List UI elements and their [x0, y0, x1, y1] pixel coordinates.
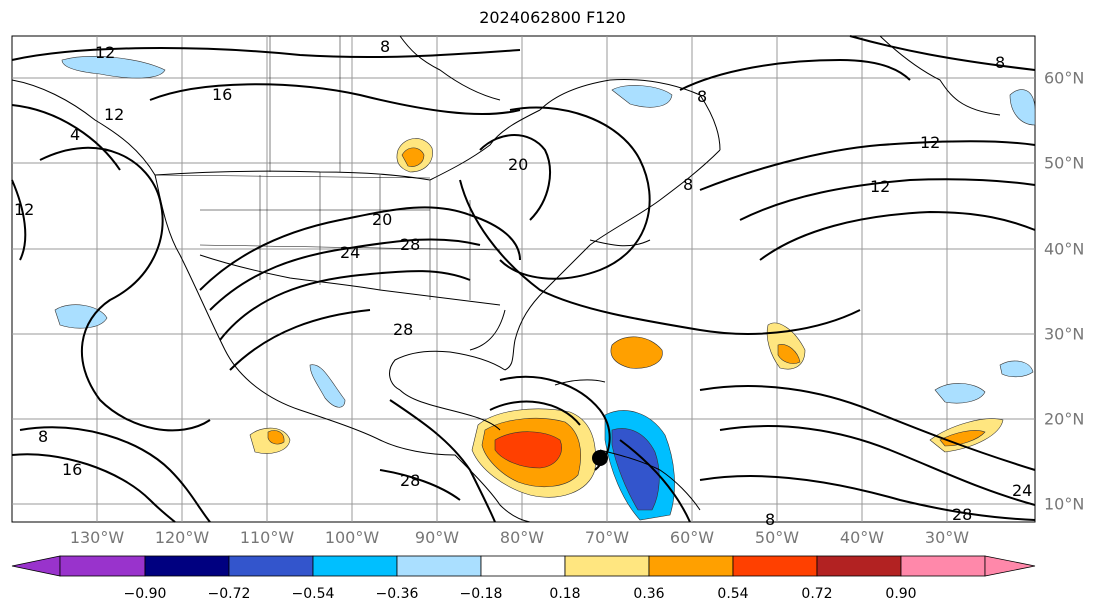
- colorbar-bin: [59, 555, 146, 577]
- contour-label: 8: [765, 510, 775, 529]
- positive-anomaly-atlantic: [610, 336, 663, 369]
- longitude-label: 120°W: [154, 528, 210, 547]
- contour-label: 16: [212, 85, 232, 104]
- negative-anomaly-greenland-sea: [1009, 89, 1036, 126]
- negative-anomaly-north-pacific: [61, 56, 166, 79]
- colorbar-bin: [648, 555, 734, 577]
- storm-center-marker: [592, 450, 608, 466]
- contour-label: 8: [995, 53, 1005, 72]
- longitude-label: 30°W: [924, 528, 970, 547]
- colorbar-tick: 0.72: [801, 586, 833, 602]
- longitude-label: 90°W: [414, 528, 460, 547]
- longitude-label: 130°W: [69, 528, 125, 547]
- colorbar-bin: [816, 555, 902, 577]
- coastlines: [11, 35, 1001, 523]
- negative-anomaly-hudson: [611, 85, 673, 108]
- contour-label: 16: [62, 460, 82, 479]
- contour-label-group: 12 8 16 12 4 12 20 20 24 28 28 8 12 12 8…: [14, 37, 1032, 529]
- latitude-label: 10°N: [1044, 494, 1085, 514]
- graticule: [12, 36, 1035, 522]
- contour-label: 20: [372, 210, 392, 229]
- colorbar-bin: [228, 555, 314, 577]
- latitude-label: 50°N: [1044, 153, 1085, 173]
- contour-label: 12: [870, 177, 890, 196]
- longitude-label: 60°W: [669, 528, 715, 547]
- contour-label: 12: [14, 200, 34, 219]
- longitude-label: 80°W: [499, 528, 545, 547]
- positive-anomaly-caribbean-core: [494, 431, 562, 469]
- contour-label: 8: [380, 37, 390, 56]
- contour-label: 28: [400, 235, 420, 254]
- colorbar-tick: 0.54: [717, 586, 749, 602]
- contour-lines: [11, 35, 1036, 523]
- colorbar-bin: [564, 555, 650, 577]
- contour-label: 8: [683, 175, 693, 194]
- colorbar-bin: [396, 555, 482, 577]
- longitude-label: 110°W: [239, 528, 295, 547]
- colorbar: [11, 555, 1036, 577]
- colorbar-bin: [900, 555, 986, 577]
- shaded-regions: [54, 56, 1036, 521]
- negative-anomaly-east-atlantic: [934, 383, 986, 404]
- colorbar-tick: −0.54: [291, 586, 335, 602]
- negative-anomaly-north-pacific-west: [54, 304, 108, 329]
- contour-label: 12: [95, 43, 115, 62]
- contour-label: 12: [920, 133, 940, 152]
- colorbar-tick: −0.18: [459, 586, 503, 602]
- positive-anomaly-mid-atlantic-inner: [777, 344, 801, 364]
- colorbar-tick: 0.90: [885, 586, 917, 602]
- contour-label: 4: [70, 125, 80, 144]
- colorbar-under-arrow: [11, 555, 61, 577]
- latitude-label: 30°N: [1044, 324, 1085, 344]
- contour-label: 8: [38, 427, 48, 446]
- longitude-label: 100°W: [324, 528, 380, 547]
- latitude-label: 60°N: [1044, 68, 1085, 88]
- contour-label: 24: [340, 243, 360, 262]
- contour-label: 28: [393, 320, 413, 339]
- longitude-label: 50°W: [754, 528, 800, 547]
- negative-anomaly-far-east-atlantic: [999, 360, 1034, 378]
- contour-label: 20: [508, 155, 528, 174]
- positive-anomaly-canada-inner: [401, 147, 425, 167]
- colorbar-bin: [732, 555, 818, 577]
- contour-label: 28: [400, 471, 420, 490]
- latitude-label: 40°N: [1044, 239, 1085, 259]
- contour-label: 28: [952, 505, 972, 524]
- colorbar-bin: [480, 555, 566, 577]
- colorbar-tick: 0.36: [633, 586, 665, 602]
- longitude-label: 40°W: [839, 528, 885, 547]
- negative-anomaly-caribbean-inner: [611, 428, 660, 511]
- colorbar-over-arrow: [984, 555, 1036, 577]
- latitude-label: 20°N: [1044, 409, 1085, 429]
- contour-label: 8: [697, 87, 707, 106]
- map-title: 2024062800 F120: [479, 8, 626, 27]
- colorbar-tick: −0.72: [207, 586, 251, 602]
- longitude-label: 70°W: [584, 528, 630, 547]
- colorbar-tick: −0.90: [123, 586, 167, 602]
- colorbar-tick: −0.36: [375, 586, 419, 602]
- negative-anomaly-gulf-of-california: [309, 364, 346, 408]
- positive-anomaly-pacific-inner: [267, 430, 285, 445]
- contour-label: 12: [104, 105, 124, 124]
- contour-label: 24: [1012, 481, 1032, 500]
- colorbar-bin: [144, 555, 230, 577]
- colorbar-bin: [312, 555, 398, 577]
- colorbar-tick: 0.18: [549, 586, 581, 602]
